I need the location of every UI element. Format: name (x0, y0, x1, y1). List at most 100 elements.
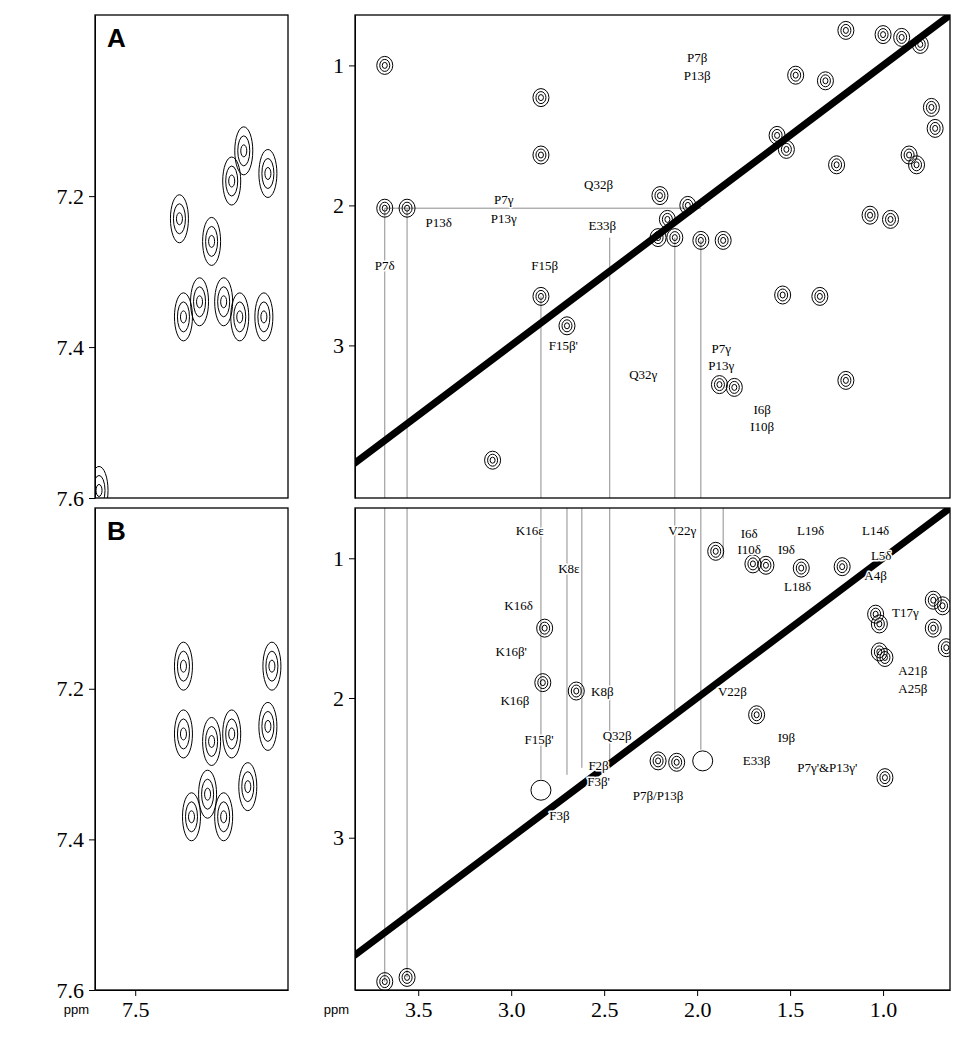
contour-level (180, 728, 186, 740)
panel-letter: B (107, 516, 126, 546)
contour-level (262, 158, 274, 188)
contour-level (930, 122, 940, 134)
contour-level (206, 726, 218, 756)
contour-level (914, 162, 919, 168)
cross-peak (399, 199, 415, 217)
cross-peak (650, 752, 666, 770)
contour-level (886, 213, 896, 225)
diagonal (355, 15, 950, 463)
contour-level (405, 974, 410, 980)
contour-level (173, 204, 185, 234)
contour-level (817, 72, 833, 90)
contour-level (941, 642, 950, 654)
peak-label: K8β (591, 684, 614, 699)
cross-peak (935, 597, 950, 615)
contour-level (815, 290, 825, 302)
contour-level (537, 619, 553, 637)
peak-label: P13β (684, 68, 711, 83)
guide-line (407, 208, 408, 498)
x-tick: 2.5 (591, 990, 619, 1022)
contour-level (915, 38, 925, 50)
contour-level (653, 755, 663, 767)
panel: 7.27.47.67.5Bppm (57, 508, 289, 1022)
contour-level (177, 302, 189, 332)
contour-level (904, 149, 914, 161)
x-axis: 7.5 (96, 990, 289, 1022)
cross-peak (191, 278, 209, 326)
y-axis-line (95, 16, 96, 499)
cross-peak (239, 763, 257, 811)
contour-level (877, 769, 893, 787)
contour-level (262, 711, 274, 741)
contour-level (174, 710, 192, 758)
contour-level (382, 62, 387, 68)
contour-level (881, 32, 886, 38)
cross-peak (223, 157, 241, 205)
contour-level (574, 688, 579, 694)
cross-peak (223, 710, 241, 758)
cross-peak (788, 66, 804, 84)
cross-peak (711, 376, 727, 394)
contour-level (711, 545, 721, 557)
contour-level (255, 293, 273, 341)
cross-peak (883, 210, 899, 228)
contour-level (380, 976, 390, 988)
contour-level (925, 591, 941, 609)
x-tick-label: 3.5 (405, 997, 433, 1022)
contour-level (571, 685, 581, 697)
peak-label: Q32β (584, 177, 613, 192)
contour-level (875, 26, 891, 44)
contour-level (763, 562, 768, 568)
guide-line (407, 508, 408, 977)
contour-level (218, 287, 230, 317)
contour-level (174, 642, 192, 690)
contour-level (186, 802, 198, 832)
contour-level (680, 196, 696, 214)
cross-peak (877, 769, 893, 787)
contour-level (226, 166, 238, 196)
contour-level (535, 674, 551, 692)
y-axis-line (355, 509, 356, 991)
cross-peak (838, 371, 854, 389)
contour-level (708, 542, 724, 560)
contour-level (929, 104, 934, 110)
x-axis: 3.53.02.52.01.51.0 (356, 990, 951, 1022)
contour-level (838, 21, 854, 39)
contour-level (927, 119, 943, 137)
contour-level (180, 660, 186, 672)
contour-level (399, 199, 415, 217)
contour-level (231, 293, 249, 341)
contour-level (221, 296, 227, 308)
guide-line (384, 208, 385, 498)
contour-level (209, 235, 215, 247)
cross-peak (659, 210, 675, 228)
peak-label: I6δ (741, 526, 758, 541)
cross-peak (862, 206, 878, 224)
plot-frame (355, 15, 950, 498)
contour-level (772, 129, 782, 141)
y-tick-mark (349, 838, 355, 839)
contour-level (674, 759, 679, 765)
contour-level (382, 205, 387, 211)
contour-level (209, 735, 215, 747)
guide-line (384, 508, 385, 982)
y-axis: 123 (333, 16, 356, 499)
contour-level (841, 374, 851, 386)
contour-level (780, 292, 785, 298)
contour-level (718, 234, 728, 246)
x-axis-line (356, 990, 951, 991)
contour-level (194, 287, 206, 317)
y-tick-label: 7.2 (57, 676, 85, 701)
contour-level (775, 286, 791, 304)
contour-level (894, 28, 910, 46)
contour-level (655, 190, 665, 202)
cross-peak (652, 187, 668, 205)
x-tick-mark (135, 990, 136, 996)
cross-peak (708, 542, 724, 560)
contour-level (229, 728, 235, 740)
contour-level (837, 561, 847, 573)
x-tick-label: 7.5 (122, 997, 150, 1022)
y-axis-line (95, 509, 96, 991)
contour-level (170, 195, 188, 243)
contour-level (693, 231, 709, 249)
